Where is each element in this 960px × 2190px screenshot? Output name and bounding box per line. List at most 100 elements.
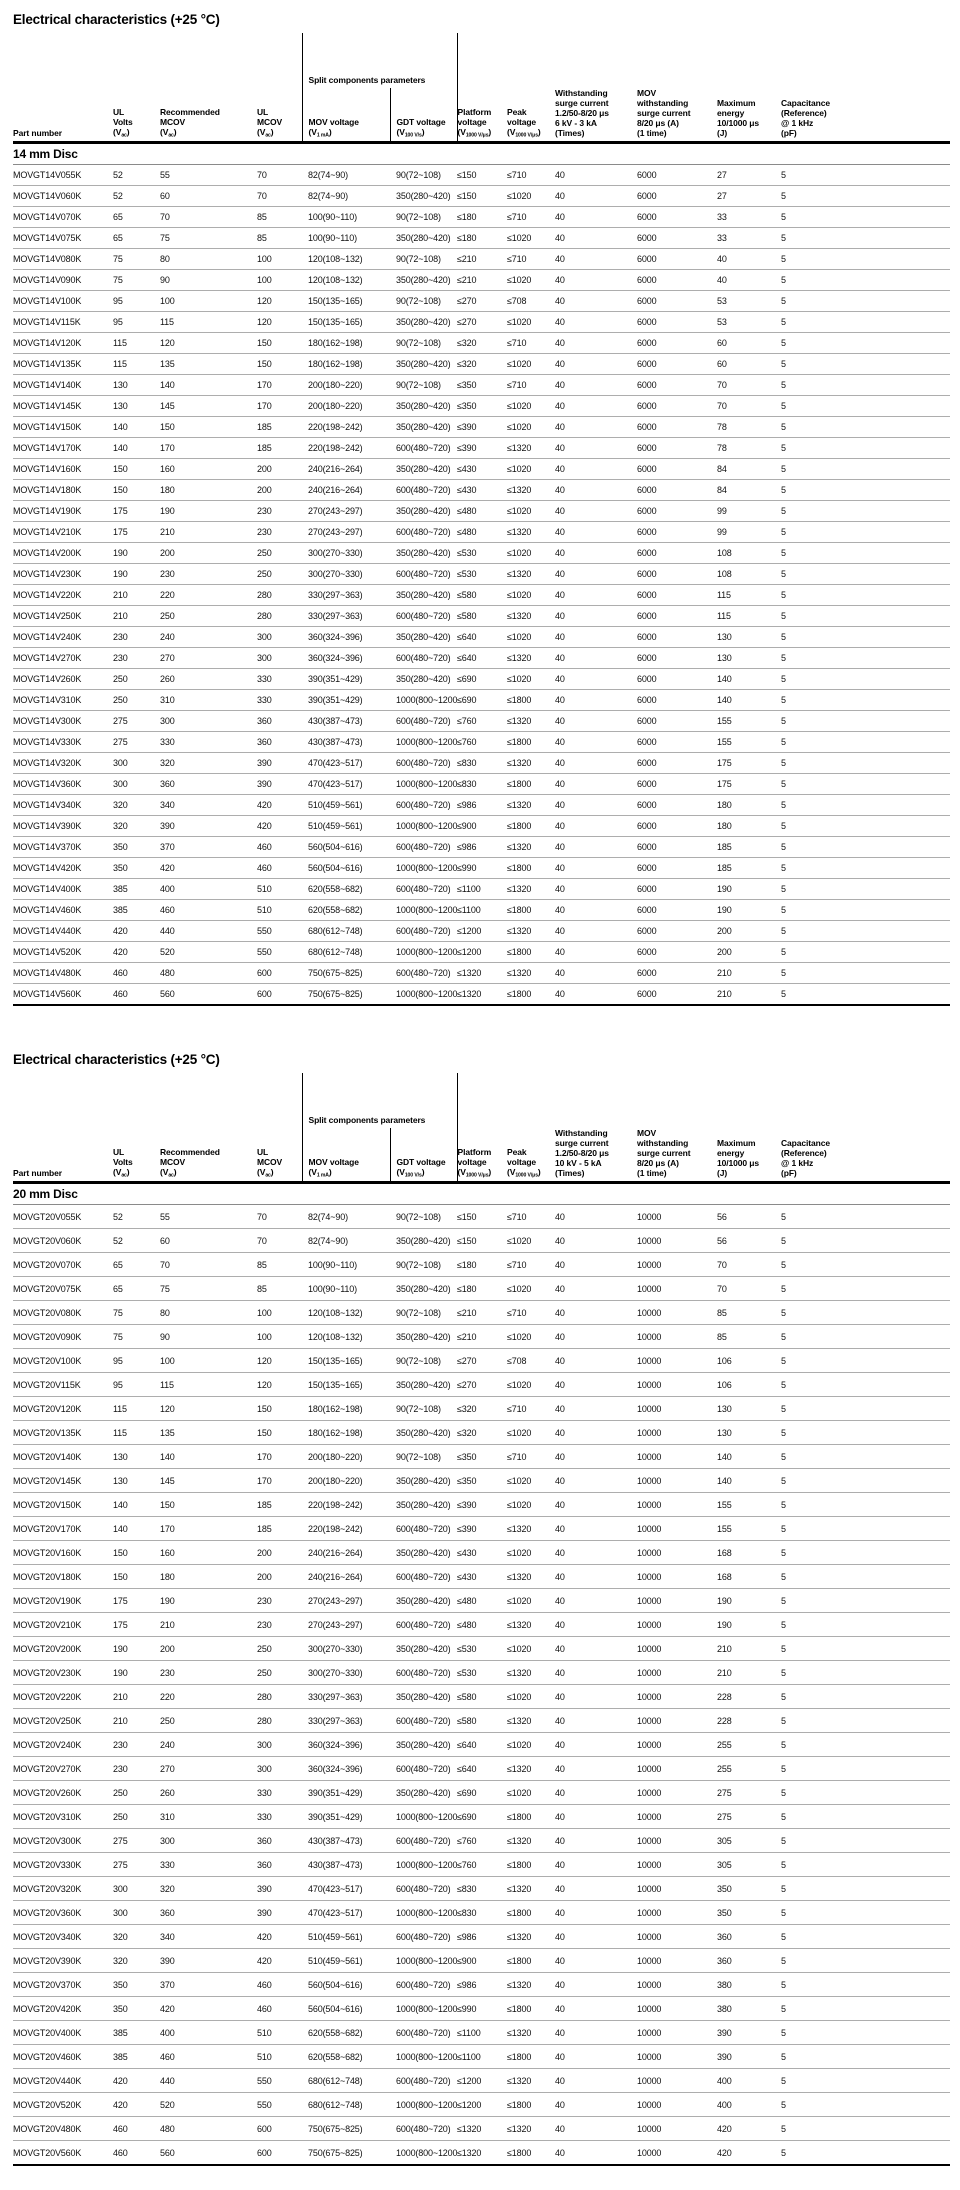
table-cell: 82(74~90) [302, 164, 390, 187]
table-cell: 420 [160, 857, 257, 880]
table-row: MOVGT20V270K 230 270 300 360(324~396) 600(480… [13, 1756, 951, 1782]
column-header: Peak voltage (V1000 V/μs) [507, 88, 555, 145]
table-cell: 60 [160, 1228, 257, 1254]
table-cell: 190 [113, 542, 160, 565]
table-cell: ≤830 [457, 773, 507, 796]
table-cell: 440 [160, 2068, 257, 2094]
table-cell: 400 [717, 2068, 781, 2094]
table-cell: 360(324~396) [302, 1732, 390, 1758]
table-cell: 230 [113, 1756, 160, 1782]
table-row: MOVGT14V210K 175 210 230 270(243~297) 600(480… [13, 521, 951, 544]
table-cell: 5 [781, 1948, 951, 1974]
table-cell: ≤1320 [507, 1612, 555, 1638]
table-cell: 600(480~720) [390, 1708, 457, 1734]
table-cell: 280 [257, 1708, 302, 1734]
table-cell: 1000(800~1200) [390, 941, 457, 964]
table-cell: 600 [257, 2116, 302, 2142]
column-header: MOV withstanding surge current 8/20 μs (A)(… [637, 88, 717, 145]
table-cell: 330(297~363) [302, 1684, 390, 1710]
table-cell: 680(612~748) [302, 2068, 390, 2094]
table-cell: 170 [160, 1516, 257, 1542]
table-cell: 40 [555, 290, 637, 313]
table-cell: 140 [113, 1492, 160, 1518]
table-cell: 460 [113, 2116, 160, 2142]
table-cell: ≤390 [457, 437, 507, 460]
table-cell: 360 [257, 1828, 302, 1854]
table-cell: ≤1800 [507, 857, 555, 880]
table-cell: ≤210 [457, 1300, 507, 1326]
table-cell: ≤1800 [507, 689, 555, 712]
table-cell: 40 [555, 1204, 637, 1230]
table-cell: ≤640 [457, 626, 507, 649]
table-cell: 140 [113, 437, 160, 460]
table-cell: 40 [555, 962, 637, 985]
table-cell: 40 [555, 1780, 637, 1806]
table-cell: 140 [160, 1444, 257, 1470]
table-row: MOVGT14V300K 275 300 360 430(387~473) 600(480… [13, 710, 951, 733]
table-cell: 190 [717, 1588, 781, 1614]
table-cell: 600(480~720) [390, 836, 457, 859]
table-cell: 10000 [637, 1852, 717, 1878]
table-cell: 350(280~420) [390, 227, 457, 250]
table-cell: 5 [781, 1516, 951, 1542]
table-cell: 40 [555, 185, 637, 208]
table-cell: 5 [781, 1732, 951, 1758]
part-number-cell: MOVGT14V060K [13, 185, 113, 208]
table-cell: 360 [257, 1852, 302, 1878]
table-cell: 300 [257, 626, 302, 649]
part-number-cell: MOVGT20V060K [13, 1228, 113, 1254]
table-cell: 330 [257, 1780, 302, 1806]
table-cell: ≤1320 [507, 878, 555, 901]
table-cell: 5 [781, 1468, 951, 1494]
table-cell: ≤1800 [507, 1804, 555, 1830]
table-cell: 175 [717, 752, 781, 775]
page-title: Electrical characteristics (+25 °C) [13, 12, 220, 27]
table-cell: 10000 [637, 1396, 717, 1422]
table-cell: 108 [717, 542, 781, 565]
table-row: MOVGT20V135K 115 135 150 180(162~198) 350(280… [13, 1420, 951, 1446]
table-cell: 40 [555, 920, 637, 943]
table-row: MOVGT20V140K 130 140 170 200(180~220) 90(72~1… [13, 1444, 951, 1470]
table-cell: 40 [555, 1540, 637, 1566]
part-number-cell: MOVGT20V220K [13, 1684, 113, 1710]
table-cell: 600(480~720) [390, 794, 457, 817]
part-number-cell: MOVGT14V075K [13, 227, 113, 250]
table-cell: 40 [555, 1276, 637, 1302]
table-cell: ≤1800 [507, 1900, 555, 1926]
table-cell: 350(280~420) [390, 395, 457, 418]
table-cell: 40 [555, 1876, 637, 1902]
table-cell: 150 [257, 332, 302, 355]
table-cell: 10000 [637, 2140, 717, 2167]
table-cell: 10000 [637, 1516, 717, 1542]
table-cell: 460 [257, 1996, 302, 2022]
table-cell: 130 [113, 1468, 160, 1494]
part-number-cell: MOVGT14V145K [13, 395, 113, 418]
table-cell: 200 [257, 1564, 302, 1590]
table-cell: ≤1800 [507, 1996, 555, 2022]
table-cell: 65 [113, 1252, 160, 1278]
part-number-cell: MOVGT20V080K [13, 1300, 113, 1326]
table-cell: 270(243~297) [302, 1588, 390, 1614]
part-number-cell: MOVGT20V100K [13, 1348, 113, 1374]
table-cell: 40 [555, 626, 637, 649]
table-cell: 10000 [637, 1324, 717, 1350]
part-number-cell: MOVGT20V240K [13, 1732, 113, 1758]
table-cell: 600(480~720) [390, 1756, 457, 1782]
table-cell: ≤320 [457, 353, 507, 376]
table-cell: 330 [257, 668, 302, 691]
table-cell: ≤1020 [507, 1228, 555, 1254]
table-cell: 5 [781, 983, 951, 1007]
table-cell: 305 [717, 1852, 781, 1878]
table-cell: 380 [717, 1972, 781, 1998]
table-cell: 275 [717, 1804, 781, 1830]
table-cell: 33 [717, 227, 781, 250]
table-row: MOVGT14V330K 275 330 360 430(387~473) 1000(80… [13, 731, 951, 754]
table-cell: 40 [555, 1948, 637, 1974]
table-cell: 305 [717, 1828, 781, 1854]
table-cell: 200 [160, 1636, 257, 1662]
table-cell: 100 [257, 269, 302, 292]
table-cell: 40 [555, 773, 637, 796]
table-cell: 230 [160, 563, 257, 586]
table-cell: 620(558~682) [302, 878, 390, 901]
table-cell: 330(297~363) [302, 584, 390, 607]
